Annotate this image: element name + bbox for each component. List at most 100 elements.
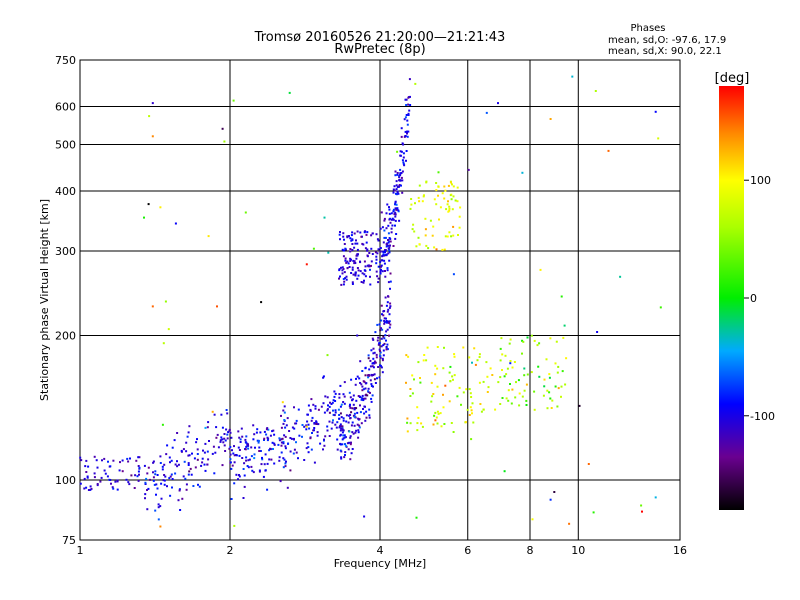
data-point xyxy=(394,203,396,206)
data-point xyxy=(354,431,357,434)
data-point xyxy=(165,453,168,456)
data-point xyxy=(372,352,375,355)
data-point xyxy=(147,466,150,469)
data-point xyxy=(362,397,365,400)
data-point xyxy=(340,427,343,430)
data-point xyxy=(291,426,294,429)
data-point xyxy=(313,461,316,464)
data-point xyxy=(273,442,276,445)
data-point xyxy=(226,433,229,436)
data-point xyxy=(111,486,114,489)
data-point xyxy=(311,432,313,434)
data-point xyxy=(388,249,391,252)
data-point xyxy=(389,240,392,243)
data-point xyxy=(130,474,133,477)
data-point xyxy=(187,431,190,434)
data-point xyxy=(377,277,380,280)
data-point xyxy=(238,454,241,457)
data-point xyxy=(339,238,341,241)
data-point xyxy=(331,401,334,404)
data-point xyxy=(353,412,356,415)
data-point xyxy=(374,361,377,364)
data-point xyxy=(389,244,391,247)
data-point xyxy=(289,450,292,453)
data-point xyxy=(305,428,308,431)
data-point xyxy=(339,275,341,278)
data-point xyxy=(366,255,369,258)
data-point xyxy=(432,423,435,426)
data-point xyxy=(452,273,455,276)
data-point xyxy=(389,323,392,326)
data-point xyxy=(185,488,188,491)
data-point xyxy=(245,456,248,459)
data-point xyxy=(368,368,371,371)
data-point xyxy=(538,375,541,378)
data-point xyxy=(252,438,255,441)
data-point xyxy=(351,249,354,251)
data-point xyxy=(394,170,397,173)
data-point xyxy=(442,406,445,409)
data-point xyxy=(283,411,286,414)
data-point xyxy=(285,460,287,463)
data-point xyxy=(366,249,369,252)
data-point xyxy=(445,208,448,211)
data-point xyxy=(387,295,389,298)
data-point xyxy=(271,430,274,433)
data-point xyxy=(351,283,354,285)
data-point xyxy=(143,216,145,219)
data-point xyxy=(327,404,329,407)
data-point xyxy=(364,419,367,422)
data-point xyxy=(211,410,214,413)
data-point xyxy=(339,443,342,446)
y-axis-label: Stationary phase Virtual Height [km] xyxy=(38,199,51,401)
data-point xyxy=(453,374,456,377)
data-point xyxy=(415,245,418,248)
data-point xyxy=(388,334,390,337)
data-point xyxy=(568,522,571,525)
data-point xyxy=(280,451,283,454)
data-point xyxy=(399,168,402,171)
data-point xyxy=(549,397,552,400)
data-point xyxy=(425,244,428,247)
data-point xyxy=(373,373,376,376)
data-point xyxy=(381,357,384,360)
data-point xyxy=(342,278,345,280)
data-point xyxy=(315,421,318,424)
data-point xyxy=(353,424,356,427)
data-point xyxy=(350,441,352,444)
data-point xyxy=(342,255,345,258)
data-point xyxy=(221,438,224,441)
data-point xyxy=(328,435,331,437)
data-point xyxy=(619,275,622,278)
data-point xyxy=(385,227,388,230)
data-point xyxy=(269,448,272,451)
data-point xyxy=(380,366,383,369)
data-point xyxy=(363,260,366,263)
data-point xyxy=(406,421,409,424)
data-point xyxy=(357,429,360,432)
data-point xyxy=(401,191,404,194)
data-point xyxy=(331,421,334,424)
data-point xyxy=(362,408,364,410)
data-point xyxy=(456,186,459,189)
data-point xyxy=(373,351,376,354)
data-point xyxy=(406,417,409,420)
data-point xyxy=(370,400,373,403)
data-point xyxy=(596,331,599,333)
data-point xyxy=(517,379,520,382)
data-point xyxy=(395,233,398,235)
data-point xyxy=(266,427,269,430)
data-point xyxy=(206,450,209,453)
data-point xyxy=(640,504,643,507)
data-point xyxy=(161,465,164,468)
data-point xyxy=(587,463,590,465)
data-point xyxy=(346,442,349,445)
data-point xyxy=(126,457,129,460)
data-point xyxy=(176,465,179,468)
data-point xyxy=(460,403,462,406)
data-point xyxy=(388,208,391,211)
data-point xyxy=(456,200,459,203)
data-point xyxy=(230,436,233,439)
data-point xyxy=(345,261,348,264)
